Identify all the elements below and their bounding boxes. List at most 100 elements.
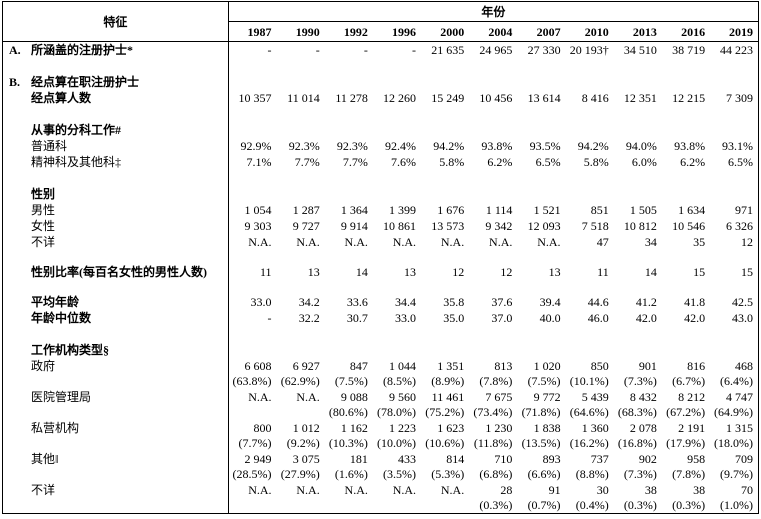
- value-cell: 34.4: [395, 295, 417, 309]
- spacer: [228, 250, 276, 264]
- spacer: [325, 170, 373, 186]
- empty-cell: [662, 122, 710, 138]
- value-cell: 1 364: [340, 203, 368, 217]
- value-cell: 35.0: [443, 311, 465, 325]
- spacer: [421, 58, 469, 74]
- spacer: [710, 106, 758, 122]
- spacer: [517, 280, 565, 294]
- section-label: 经点算在职注册护士: [31, 75, 140, 89]
- table-row: 从事的分科工作#: [2, 122, 759, 138]
- empty-cell: [710, 342, 758, 358]
- value-cell: 13: [307, 265, 320, 279]
- value-cell: 9 914: [340, 219, 368, 233]
- row-label: 私营机构: [2, 420, 229, 436]
- empty-cell: [469, 74, 517, 90]
- table-row: [2, 106, 759, 122]
- year-header: 2016: [661, 21, 711, 42]
- value-cell: (16.8%): [617, 436, 657, 450]
- group-title: 工作机构类型§: [2, 342, 229, 358]
- empty-cell: [421, 74, 469, 90]
- table-row: [2, 170, 759, 186]
- value-cell: (78.0%): [377, 405, 417, 419]
- value-cell: 11 014: [287, 91, 320, 105]
- value-cell: 850: [590, 359, 609, 373]
- value-cell: 1 521: [533, 203, 561, 217]
- value-cell: 14: [355, 265, 368, 279]
- table-row: 性别比率(每百名女性的男性人数) 11 13 14 13 12 12 13 11 14 15 15: [2, 264, 759, 280]
- value-cell: 20 193†: [569, 43, 609, 57]
- value-cell: (64.6%): [569, 405, 609, 419]
- value-cell: 1 287: [292, 203, 320, 217]
- value-cell: 814: [446, 452, 465, 466]
- value-cell: N.A.: [248, 390, 272, 404]
- spacer: [566, 106, 614, 122]
- spacer: [517, 170, 565, 186]
- value-cell: 2 078: [629, 421, 657, 435]
- value-cell: N.A.: [248, 235, 272, 249]
- empty-cell: [566, 74, 614, 90]
- value-cell: 2 191: [678, 421, 706, 435]
- row-label: 医院管理局: [2, 389, 229, 405]
- value-cell: 42.0: [635, 311, 657, 325]
- row-label: 女性: [2, 218, 229, 234]
- value-cell: (9.7%): [720, 467, 753, 481]
- value-cell: 21 635: [431, 43, 465, 57]
- value-cell: (0.7%): [527, 498, 561, 512]
- value-cell: -: [267, 43, 272, 57]
- empty-cell: [325, 122, 373, 138]
- row-label: 年龄中位数: [2, 310, 229, 326]
- year-header: 2013: [613, 21, 662, 42]
- empty-cell: [373, 122, 421, 138]
- value-cell: 7 309: [726, 91, 753, 105]
- value-cell: 1 838: [533, 421, 561, 435]
- value-cell: N.A.: [537, 235, 561, 249]
- value-cell: 46.0: [587, 311, 609, 325]
- value-cell: 971: [735, 203, 753, 217]
- value-cell: (7.8%): [672, 467, 706, 481]
- value-cell: 38: [644, 483, 657, 497]
- value-cell: (5.3%): [431, 467, 465, 481]
- empty-cell: [373, 186, 421, 202]
- value-cell: 33.0: [395, 311, 417, 325]
- empty-cell: [710, 186, 758, 202]
- spacer: [2, 106, 229, 122]
- value-cell: (8.5%): [383, 374, 417, 388]
- spacer: [469, 106, 517, 122]
- year-header: 2019: [710, 21, 759, 42]
- spacer: [662, 326, 710, 342]
- empty-cell: [228, 122, 276, 138]
- value-cell: 92.3%: [288, 139, 320, 153]
- value-cell: 33.6: [346, 295, 368, 309]
- value-cell: (10.3%): [328, 436, 368, 450]
- spacer: [228, 106, 276, 122]
- value-cell: 94.2%: [433, 139, 465, 153]
- empty-cell: [710, 74, 758, 90]
- value-cell: 6.2%: [487, 155, 513, 169]
- empty-cell: [662, 74, 710, 90]
- group-title: 性别: [2, 186, 229, 202]
- value-cell: -: [315, 43, 320, 57]
- value-cell: 28: [500, 483, 513, 497]
- value-cell: (9.2%): [286, 436, 320, 450]
- value-cell: (7.5%): [527, 374, 561, 388]
- value-cell: 38: [693, 483, 706, 497]
- value-cell: 6 326: [726, 219, 753, 233]
- value-cell: N.A.: [392, 235, 417, 249]
- spacer: [710, 250, 758, 264]
- value-cell: 15: [741, 265, 753, 279]
- value-cell: 34.2: [298, 295, 320, 309]
- spacer: [469, 280, 517, 294]
- spacer: [325, 280, 373, 294]
- value-cell: (6.8%): [479, 467, 513, 481]
- value-cell: 1 223: [389, 421, 417, 435]
- value-cell: 5 439: [581, 390, 609, 404]
- empty-cell: [2, 498, 229, 514]
- table-row: (7.7%) (9.2%) (10.3%) (10.0%) (10.6%) (11.8%)…: [2, 436, 759, 451]
- table-row: 政府 6 608 6 927 847 1 044 1 351 813 1 020 850 901 8…: [2, 358, 759, 374]
- value-cell: (67.2%): [666, 405, 706, 419]
- value-cell: 1 505: [629, 203, 657, 217]
- value-cell: 901: [638, 359, 657, 373]
- value-cell: [277, 498, 325, 514]
